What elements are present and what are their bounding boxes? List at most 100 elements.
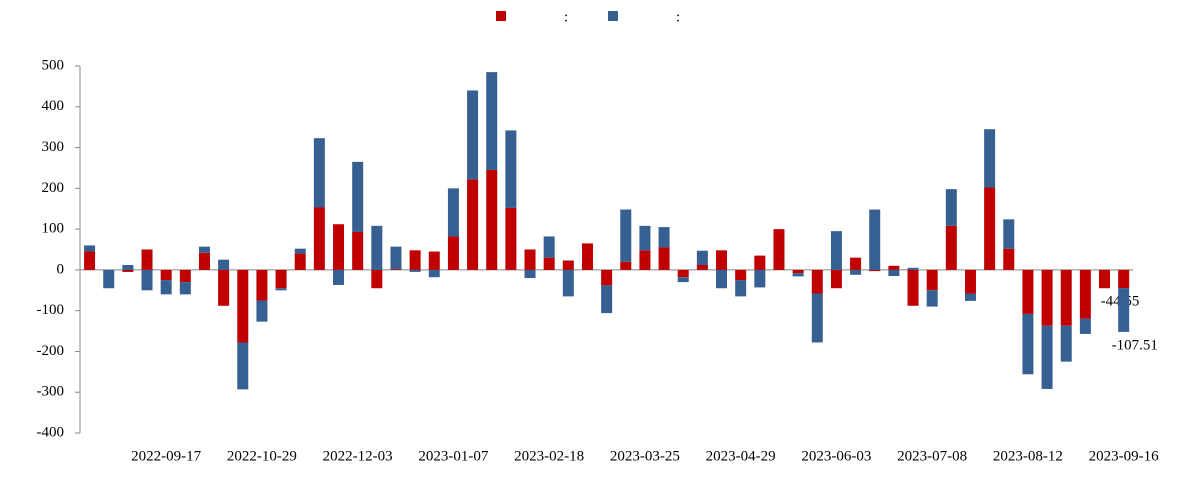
bar	[524, 249, 536, 270]
bar	[237, 269, 249, 343]
x-tick-label: 2022-10-29	[227, 448, 297, 464]
bar	[811, 293, 823, 343]
bar	[945, 225, 957, 270]
bar	[869, 269, 881, 272]
bar	[754, 255, 766, 270]
bar	[1099, 269, 1111, 289]
bar	[218, 269, 230, 306]
bar	[1118, 269, 1130, 289]
bar	[1118, 288, 1130, 332]
bar	[390, 246, 402, 270]
x-tick-label: 2022-09-17	[131, 448, 201, 464]
bar	[218, 259, 230, 270]
bar	[237, 342, 249, 390]
bar	[352, 161, 364, 232]
bar	[1041, 325, 1053, 389]
x-tick-label: 2023-04-29	[706, 448, 776, 464]
bar	[428, 251, 440, 270]
bar	[179, 269, 191, 283]
bar	[639, 225, 651, 251]
bar	[371, 225, 383, 270]
bar	[735, 280, 747, 297]
bar	[294, 248, 306, 254]
bar	[888, 269, 900, 277]
bar	[352, 231, 364, 270]
bar	[945, 189, 957, 226]
bar	[620, 209, 632, 262]
bar	[1060, 269, 1072, 326]
y-tick-label: -400	[37, 424, 65, 440]
x-tick-label: 2023-07-08	[897, 448, 967, 464]
x-tick-label: 2022-12-03	[323, 448, 393, 464]
bar	[543, 257, 555, 270]
y-tick-label: 400	[42, 98, 65, 114]
y-tick-label: -200	[37, 343, 65, 359]
bar	[735, 269, 747, 281]
bar	[1003, 248, 1015, 270]
bar	[294, 253, 306, 270]
bar	[696, 264, 708, 270]
bar	[850, 269, 862, 275]
bar	[792, 269, 804, 274]
bar	[677, 277, 689, 283]
bar	[716, 269, 728, 289]
bar	[447, 188, 459, 237]
bar	[447, 236, 459, 270]
x-tick-label: 2023-08-12	[993, 448, 1063, 464]
bar	[907, 267, 919, 270]
bar	[907, 269, 919, 306]
bar	[313, 207, 325, 270]
y-tick-label: 200	[42, 180, 65, 196]
bar	[275, 269, 287, 289]
bar	[1079, 318, 1091, 334]
bar	[562, 260, 574, 270]
bar	[409, 269, 421, 272]
bar	[141, 269, 153, 291]
bar	[754, 269, 766, 288]
bar	[926, 290, 938, 307]
legend-label: :	[564, 9, 568, 25]
bar	[486, 169, 498, 270]
bar	[964, 293, 976, 301]
bar	[122, 269, 134, 272]
bar	[198, 252, 210, 270]
bar	[601, 285, 613, 314]
bar	[1022, 313, 1034, 375]
bar	[543, 236, 555, 258]
y-tick-label: 500	[42, 57, 65, 73]
bar	[141, 249, 153, 270]
y-tick-label: -100	[37, 302, 65, 318]
x-tick-label: 2023-06-03	[801, 448, 871, 464]
x-tick-label: 2023-03-25	[610, 448, 680, 464]
bar	[830, 231, 842, 270]
x-tick-label: 2023-01-07	[418, 448, 488, 464]
bar	[869, 209, 881, 270]
bar	[275, 288, 287, 291]
bar	[639, 250, 651, 270]
bar	[428, 269, 440, 278]
bar	[888, 265, 900, 270]
bar	[1022, 269, 1034, 314]
bar	[371, 269, 383, 289]
bar	[658, 247, 670, 270]
bar	[696, 250, 708, 265]
bar	[1041, 269, 1053, 326]
bar	[811, 269, 823, 294]
bar	[850, 257, 862, 270]
bar	[467, 90, 479, 180]
y-tick-label: 100	[42, 221, 65, 237]
bar	[103, 269, 115, 289]
bar	[524, 269, 536, 279]
bar	[486, 72, 498, 170]
bar	[984, 129, 996, 188]
bar	[84, 251, 96, 270]
bar	[964, 269, 976, 294]
bar	[581, 243, 593, 270]
x-tick-label: 2023-02-18	[514, 448, 584, 464]
bar	[1079, 269, 1091, 319]
bar	[1003, 219, 1015, 249]
bar	[467, 179, 479, 270]
bar	[658, 227, 670, 248]
y-tick-label: 300	[42, 139, 65, 155]
